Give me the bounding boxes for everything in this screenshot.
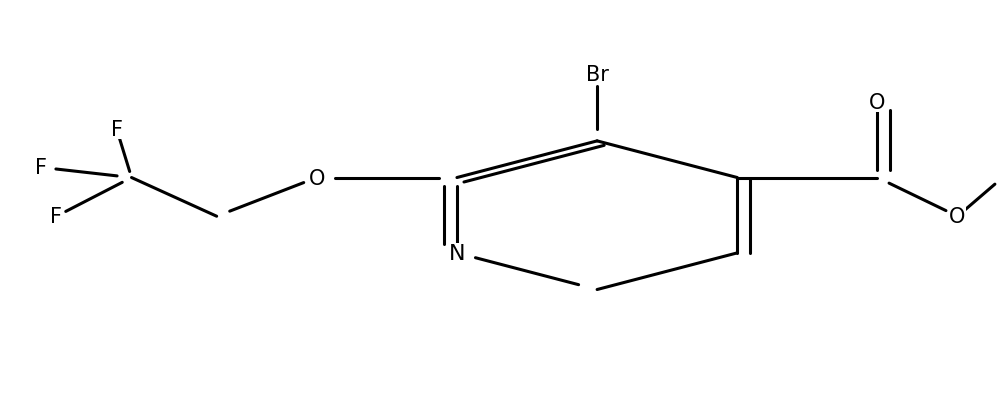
Text: O: O xyxy=(949,207,965,227)
Text: O: O xyxy=(869,93,885,113)
Text: F: F xyxy=(50,207,62,227)
Text: F: F xyxy=(35,158,47,178)
Text: O: O xyxy=(308,168,325,188)
Text: Br: Br xyxy=(585,65,608,85)
Text: N: N xyxy=(448,243,464,263)
Text: F: F xyxy=(110,119,122,139)
